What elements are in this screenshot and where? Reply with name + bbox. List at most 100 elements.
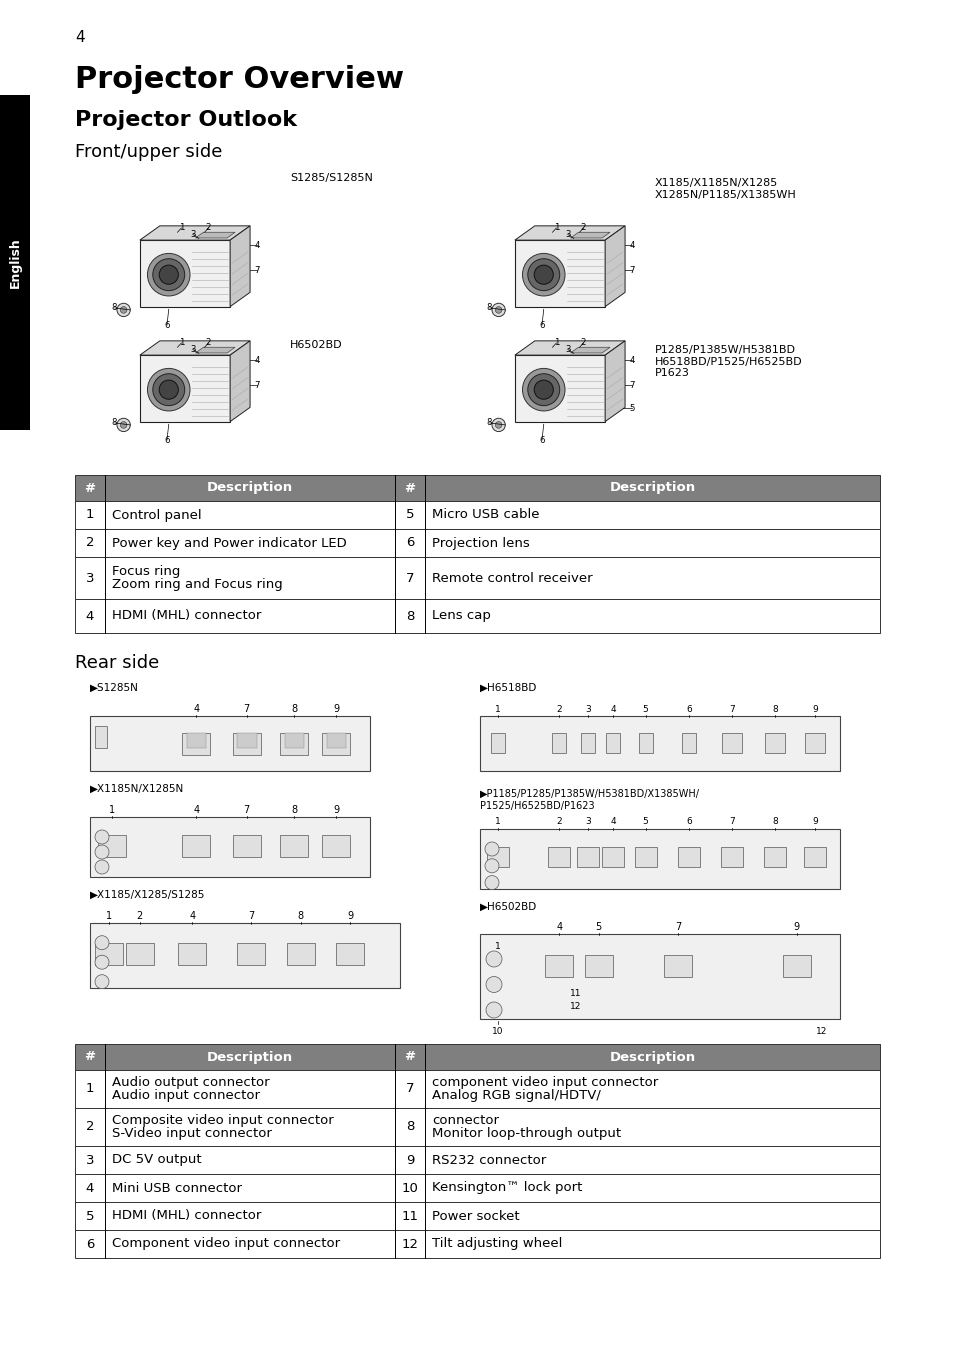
Text: 6: 6 bbox=[86, 1238, 94, 1250]
Text: Projector Overview: Projector Overview bbox=[75, 66, 403, 94]
Text: 2: 2 bbox=[136, 910, 143, 921]
Bar bbox=[187, 732, 206, 747]
Circle shape bbox=[159, 381, 178, 400]
Text: 3: 3 bbox=[190, 345, 195, 355]
Bar bbox=[287, 942, 314, 965]
Text: Composite video input connector: Composite video input connector bbox=[112, 1114, 334, 1127]
Text: Zoom ring and Focus ring: Zoom ring and Focus ring bbox=[112, 578, 282, 591]
Text: 3: 3 bbox=[86, 571, 94, 585]
Text: 8: 8 bbox=[486, 304, 492, 312]
Bar bbox=[580, 732, 595, 753]
Text: ▶P1185/P1285/P1385W/H5381BD/X1385WH/
P1525/H6525BD/P1623: ▶P1185/P1285/P1385W/H5381BD/X1385WH/ P15… bbox=[479, 789, 700, 810]
Bar bbox=[75, 501, 879, 528]
Text: 7: 7 bbox=[629, 266, 635, 275]
Circle shape bbox=[522, 253, 564, 296]
Polygon shape bbox=[570, 348, 609, 353]
Text: 8: 8 bbox=[291, 704, 297, 715]
Text: 1: 1 bbox=[553, 223, 558, 233]
Bar bbox=[322, 732, 350, 754]
Text: 7: 7 bbox=[728, 817, 734, 827]
Circle shape bbox=[495, 307, 501, 314]
Text: Front/upper side: Front/upper side bbox=[75, 142, 222, 162]
Text: Audio output connector: Audio output connector bbox=[112, 1076, 270, 1088]
Text: 12: 12 bbox=[401, 1238, 418, 1250]
Text: 2: 2 bbox=[556, 705, 561, 713]
Text: 6: 6 bbox=[164, 435, 170, 445]
Text: 4: 4 bbox=[610, 705, 616, 713]
Circle shape bbox=[485, 1002, 501, 1019]
Text: 4: 4 bbox=[629, 241, 635, 251]
Text: 1: 1 bbox=[178, 223, 184, 233]
Bar bbox=[803, 847, 825, 867]
Text: Audio input connector: Audio input connector bbox=[112, 1088, 260, 1102]
Text: 8: 8 bbox=[112, 304, 117, 312]
Text: Control panel: Control panel bbox=[112, 508, 201, 522]
Text: Power socket: Power socket bbox=[432, 1209, 519, 1223]
Text: 4: 4 bbox=[556, 921, 561, 932]
Text: 2: 2 bbox=[206, 338, 211, 348]
Text: Focus ring: Focus ring bbox=[112, 565, 180, 578]
Text: 5: 5 bbox=[642, 705, 648, 713]
Polygon shape bbox=[604, 341, 624, 422]
Text: 8: 8 bbox=[112, 419, 117, 427]
Text: 9: 9 bbox=[333, 704, 339, 715]
Text: H6502BD: H6502BD bbox=[290, 340, 342, 350]
Text: 2: 2 bbox=[86, 1120, 94, 1134]
Polygon shape bbox=[515, 226, 624, 240]
Text: 2: 2 bbox=[556, 817, 561, 827]
Bar bbox=[178, 942, 206, 965]
Text: Remote control receiver: Remote control receiver bbox=[432, 571, 592, 585]
Polygon shape bbox=[230, 226, 250, 307]
Text: 9: 9 bbox=[811, 705, 817, 713]
Text: 2: 2 bbox=[580, 338, 586, 348]
Text: 1: 1 bbox=[495, 942, 500, 951]
Text: Rear side: Rear side bbox=[75, 654, 159, 672]
Text: 10: 10 bbox=[401, 1181, 418, 1195]
Text: Power key and Power indicator LED: Power key and Power indicator LED bbox=[112, 537, 346, 549]
Polygon shape bbox=[604, 226, 624, 307]
Text: Mini USB connector: Mini USB connector bbox=[112, 1181, 242, 1195]
Circle shape bbox=[534, 266, 553, 285]
Bar bbox=[75, 600, 879, 632]
Text: HDMI (MHL) connector: HDMI (MHL) connector bbox=[112, 609, 261, 623]
Text: 7: 7 bbox=[629, 381, 635, 390]
Bar bbox=[280, 732, 308, 754]
Text: 3: 3 bbox=[584, 705, 590, 713]
Text: 1: 1 bbox=[86, 508, 94, 522]
Circle shape bbox=[95, 956, 109, 969]
Text: 7: 7 bbox=[248, 910, 254, 921]
Polygon shape bbox=[195, 348, 234, 353]
Text: #: # bbox=[404, 1050, 416, 1064]
Bar bbox=[638, 732, 652, 753]
Text: 9: 9 bbox=[793, 921, 799, 932]
Circle shape bbox=[484, 842, 498, 856]
Text: 3: 3 bbox=[564, 230, 570, 240]
Text: 6: 6 bbox=[405, 537, 414, 549]
Bar bbox=[284, 732, 304, 747]
Text: 7: 7 bbox=[243, 805, 250, 815]
Bar bbox=[584, 956, 612, 977]
Text: #: # bbox=[85, 1050, 95, 1064]
Text: Tilt adjusting wheel: Tilt adjusting wheel bbox=[432, 1238, 561, 1250]
Text: 1: 1 bbox=[178, 338, 184, 348]
Polygon shape bbox=[570, 233, 609, 238]
Text: ▶H6502BD: ▶H6502BD bbox=[479, 902, 537, 912]
Circle shape bbox=[148, 368, 190, 411]
Text: 6: 6 bbox=[164, 320, 170, 330]
Text: ▶H6518BD: ▶H6518BD bbox=[479, 683, 537, 693]
Text: 12: 12 bbox=[816, 1027, 827, 1035]
Circle shape bbox=[120, 307, 127, 314]
Text: 4: 4 bbox=[193, 704, 199, 715]
Bar bbox=[75, 557, 879, 600]
Text: Kensington™ lock port: Kensington™ lock port bbox=[432, 1181, 581, 1195]
Text: 9: 9 bbox=[347, 910, 354, 921]
Text: 10: 10 bbox=[492, 1027, 503, 1035]
Text: 3: 3 bbox=[86, 1154, 94, 1166]
Bar bbox=[544, 956, 573, 977]
Bar bbox=[75, 1045, 879, 1071]
Bar bbox=[75, 1229, 879, 1258]
Circle shape bbox=[485, 951, 501, 967]
Bar bbox=[677, 847, 700, 867]
Text: 8: 8 bbox=[772, 705, 778, 713]
Bar bbox=[479, 934, 840, 1019]
